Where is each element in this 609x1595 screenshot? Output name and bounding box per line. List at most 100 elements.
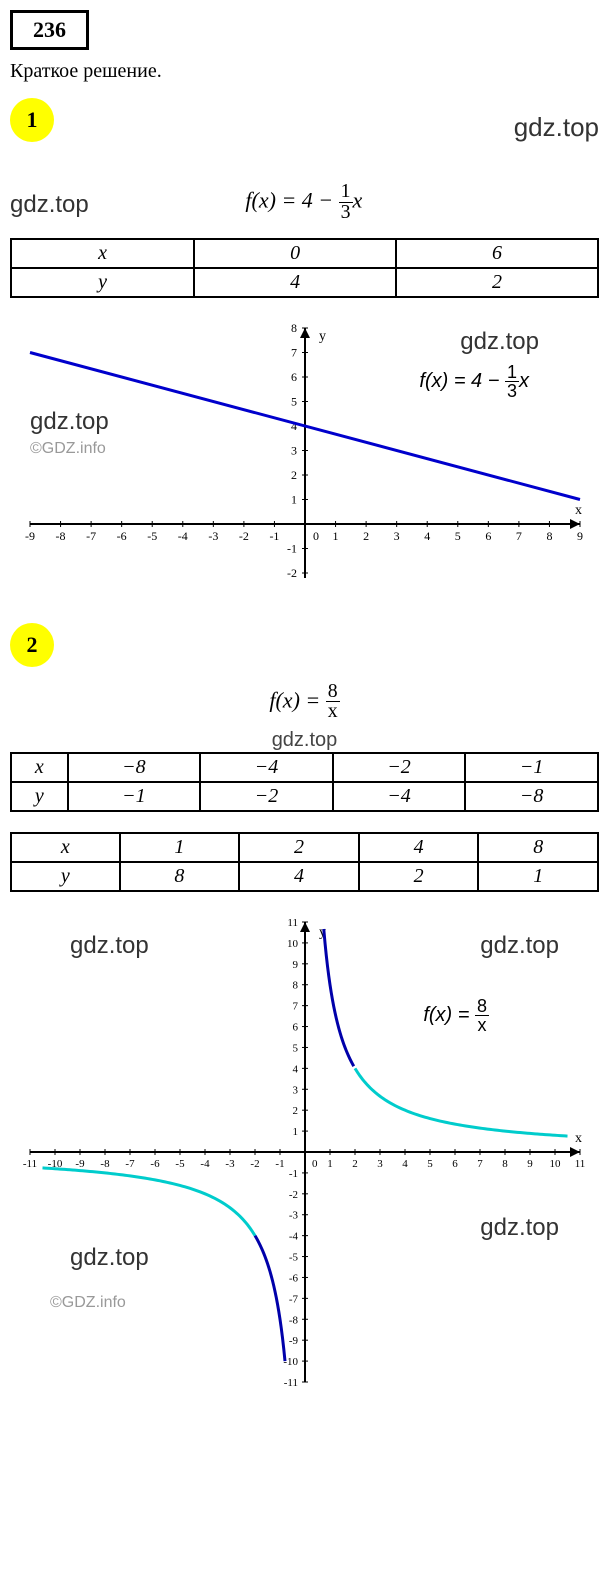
svg-text:5: 5: [292, 1043, 298, 1055]
svg-text:3: 3: [377, 1158, 383, 1170]
table-cell: 2: [239, 833, 359, 862]
svg-text:-6: -6: [288, 1273, 298, 1285]
svg-text:-4: -4: [200, 1158, 210, 1170]
table-cell: 6: [396, 239, 598, 268]
formula-text: f(x) = 4 −: [419, 369, 505, 391]
svg-text:-1: -1: [288, 1168, 297, 1180]
formula-2: f(x) = 8x: [10, 682, 599, 723]
frac-num: 8: [475, 997, 489, 1016]
subtitle: Краткое решение.: [10, 60, 599, 83]
svg-text:-5: -5: [288, 1252, 298, 1264]
table-cell: x: [11, 239, 194, 268]
svg-text:5: 5: [454, 529, 460, 543]
svg-text:-8: -8: [100, 1158, 110, 1170]
frac-den: 3: [339, 203, 353, 223]
svg-text:8: 8: [502, 1158, 508, 1170]
table-cell: −8: [68, 753, 201, 782]
svg-text:-5: -5: [147, 529, 157, 543]
section-badge-1: 1: [10, 98, 54, 142]
svg-text:-9: -9: [25, 529, 35, 543]
svg-text:2: 2: [363, 529, 369, 543]
svg-text:0: 0: [313, 529, 319, 543]
formula-text: f(x) = 4 −: [245, 187, 338, 212]
svg-text:1: 1: [327, 1158, 333, 1170]
svg-text:-7: -7: [86, 529, 96, 543]
svg-text:7: 7: [515, 529, 521, 543]
watermark: gdz.top: [480, 1214, 559, 1242]
formula-text: x: [519, 369, 529, 391]
svg-text:-2: -2: [238, 529, 248, 543]
svg-text:11: 11: [287, 917, 298, 929]
svg-text:4: 4: [292, 1064, 298, 1076]
table-cell: 2: [359, 862, 479, 891]
svg-text:1: 1: [291, 492, 297, 506]
table-cell: −1: [465, 753, 598, 782]
watermark: gdz.top: [10, 729, 599, 752]
chart-formula-2: f(x) = 8x: [423, 997, 489, 1034]
svg-text:5: 5: [291, 394, 297, 408]
svg-text:8: 8: [546, 529, 552, 543]
svg-text:1: 1: [292, 1126, 298, 1138]
svg-text:1: 1: [332, 529, 338, 543]
chart-2: -11-10-9-8-7-6-5-4-3-2-11234567891011-11…: [10, 912, 599, 1392]
frac-den: x: [326, 702, 340, 722]
svg-text:-7: -7: [288, 1294, 298, 1306]
svg-text:8: 8: [291, 321, 297, 335]
svg-text:-3: -3: [225, 1158, 235, 1170]
svg-text:-2: -2: [288, 1189, 297, 1201]
svg-text:6: 6: [292, 1022, 298, 1034]
watermark: gdz.top: [480, 932, 559, 960]
svg-text:6: 6: [452, 1158, 458, 1170]
table-cell: 4: [359, 833, 479, 862]
svg-text:2: 2: [352, 1158, 358, 1170]
svg-text:-7: -7: [125, 1158, 135, 1170]
svg-text:4: 4: [402, 1158, 408, 1170]
svg-text:10: 10: [287, 938, 299, 950]
table-cell: 0: [194, 239, 396, 268]
table-cell: x: [11, 753, 68, 782]
formula-1: f(x) = 4 − 13x: [9, 182, 599, 223]
svg-text:-1: -1: [275, 1158, 284, 1170]
table-cell: 2: [396, 268, 598, 297]
svg-text:7: 7: [291, 345, 297, 359]
svg-text:3: 3: [393, 529, 399, 543]
svg-text:9: 9: [292, 959, 298, 971]
formula-text: x: [353, 187, 363, 212]
formula-text: f(x) =: [423, 1004, 475, 1026]
svg-text:-9: -9: [75, 1158, 85, 1170]
svg-text:-2: -2: [287, 566, 297, 580]
table-cell: 8: [478, 833, 598, 862]
svg-text:-1: -1: [287, 541, 297, 555]
table-row: y 8 4 2 1: [11, 862, 598, 891]
watermark: gdz.top: [460, 328, 539, 356]
frac-den: 3: [505, 382, 519, 400]
svg-text:11: 11: [574, 1158, 585, 1170]
watermark: gdz.top: [70, 1244, 149, 1272]
svg-text:2: 2: [292, 1105, 298, 1117]
svg-text:-8: -8: [288, 1314, 298, 1326]
table-cell: −1: [68, 782, 201, 811]
svg-text:4: 4: [424, 529, 430, 543]
table-row: x −8 −4 −2 −1: [11, 753, 598, 782]
svg-text:-9: -9: [288, 1335, 298, 1347]
table-row: y 4 2: [11, 268, 598, 297]
table-cell: y: [11, 862, 120, 891]
table-cell: −2: [200, 782, 333, 811]
svg-text:-1: -1: [269, 529, 279, 543]
formula-text: f(x) =: [269, 687, 325, 712]
svg-text:7: 7: [292, 1001, 298, 1013]
svg-text:-2: -2: [250, 1158, 259, 1170]
chart-1: -9-8-7-6-5-4-3-2-1123456789-2-1123456780…: [10, 318, 599, 598]
chart-formula-1: f(x) = 4 − 13x: [419, 363, 529, 400]
frac-den: x: [475, 1016, 489, 1034]
table-cell: −2: [333, 753, 466, 782]
svg-text:-11: -11: [283, 1377, 297, 1389]
svg-text:6: 6: [291, 370, 297, 384]
svg-text:7: 7: [477, 1158, 483, 1170]
svg-text:-6: -6: [116, 529, 126, 543]
svg-text:-8: -8: [55, 529, 65, 543]
frac-num: 8: [326, 682, 340, 703]
watermark: gdz.top: [514, 112, 599, 143]
problem-number: 236: [10, 10, 89, 50]
table-cell: y: [11, 268, 194, 297]
